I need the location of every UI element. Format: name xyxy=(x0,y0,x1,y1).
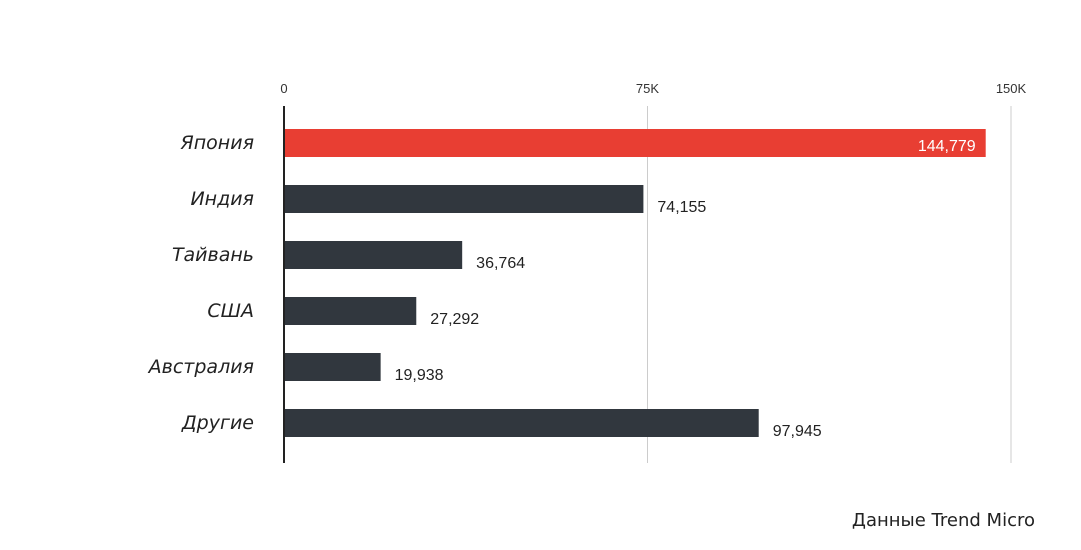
bar xyxy=(284,185,644,213)
bar xyxy=(284,353,381,381)
category-label: Другие xyxy=(181,412,254,434)
value-label: 144,779 xyxy=(918,138,976,155)
x-tick-label: 150K xyxy=(996,81,1027,96)
category-label: Тайвань xyxy=(172,244,254,266)
category-labels: Япония Индия Тайвань США Австралия Другие xyxy=(147,132,254,434)
value-label: 97,945 xyxy=(773,423,822,440)
category-label: США xyxy=(207,300,254,322)
bar xyxy=(284,129,986,157)
bar xyxy=(284,297,417,325)
category-label: Австралия xyxy=(147,356,254,378)
x-axis-ticks: 0 75K 150K xyxy=(280,81,1026,96)
bar xyxy=(284,409,759,437)
category-label: Индия xyxy=(190,188,254,210)
bar xyxy=(284,241,463,269)
value-label: 74,155 xyxy=(657,199,706,216)
value-label: 27,292 xyxy=(430,311,479,328)
gridlines xyxy=(647,106,1012,463)
category-label: Япония xyxy=(180,132,254,154)
bars xyxy=(284,129,986,437)
x-tick-label: 0 xyxy=(280,81,287,96)
value-label: 19,938 xyxy=(395,367,444,384)
source-label: Данные Trend Micro xyxy=(851,510,1035,531)
x-tick-label: 75K xyxy=(636,81,659,96)
value-label: 36,764 xyxy=(476,255,525,272)
value-labels: 144,779 74,155 36,764 27,292 19,938 97,945 xyxy=(395,138,976,440)
